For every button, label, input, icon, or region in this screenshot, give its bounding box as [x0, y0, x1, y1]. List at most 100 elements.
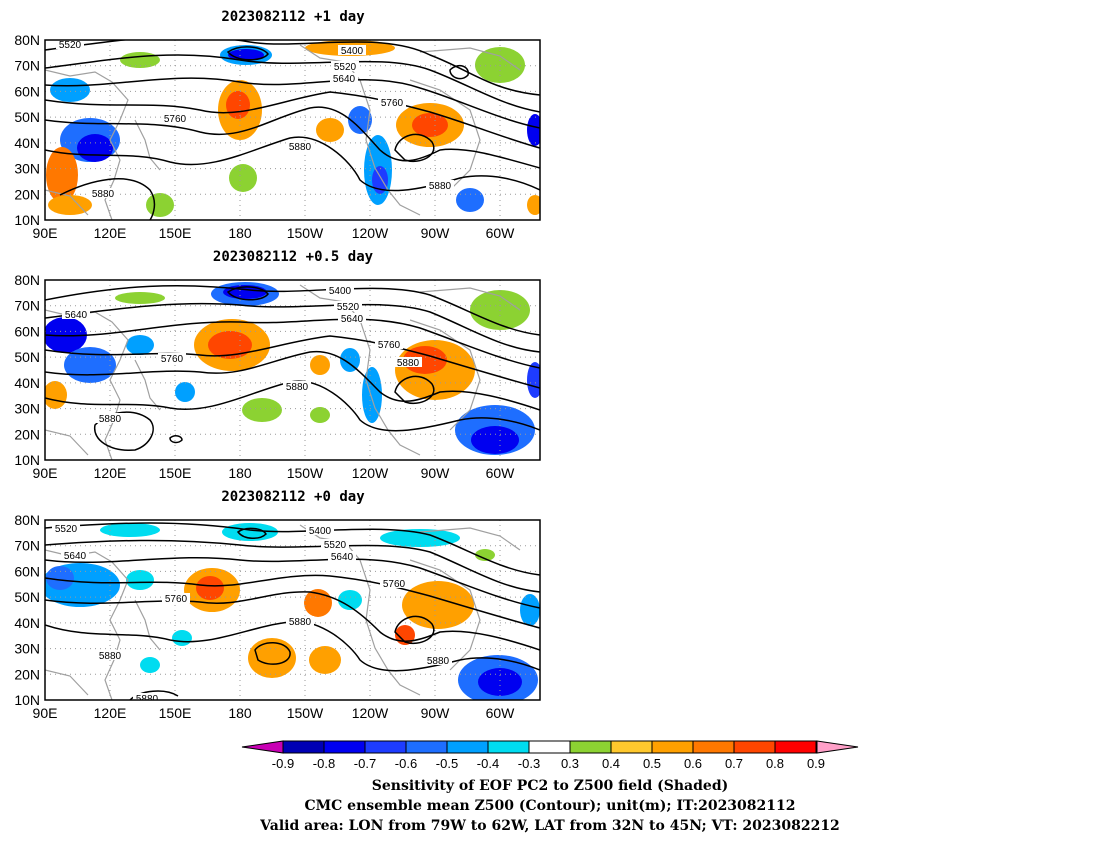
contour-label: 5640: [64, 551, 87, 562]
lon-tick: 120W: [352, 225, 389, 241]
lon-tick: 120W: [352, 465, 389, 481]
colorbar-label: -0.5: [436, 756, 458, 771]
lat-axis: 80N 70N 60N 50N 40N 30N 20N 10N: [14, 512, 40, 708]
contour-label: 5760: [165, 594, 188, 605]
colorbar-swatch: [446, 740, 489, 754]
panel-title: 2023082112 +1 day: [221, 9, 365, 25]
panel-title: 2023082112 +0 day: [221, 489, 365, 505]
contour-label: 5400: [309, 526, 332, 537]
contour-labels: 5640 5400 5520 5640 5760 5760 5880 5880 …: [62, 285, 422, 425]
contour-label: 5520: [334, 62, 357, 73]
contour-label: 5880: [289, 142, 312, 153]
lon-tick: 90W: [421, 465, 451, 481]
colorbar-swatch: [487, 740, 530, 754]
map-area: 5520 5400 5520 5640 5760 5760 5880 5880 …: [45, 40, 540, 220]
lat-tick: 70N: [14, 538, 40, 554]
contour-label: 5520: [337, 302, 360, 313]
lon-tick: 60W: [486, 225, 516, 241]
lon-tick: 180: [228, 465, 252, 481]
colorbar-label: 0.9: [807, 756, 825, 771]
lat-tick: 20N: [14, 186, 40, 202]
colorbar-label: 0.4: [602, 756, 620, 771]
colorbar-label: 0.3: [561, 756, 579, 771]
map-area: 5640 5400 5520 5640 5760 5760 5880 5880 …: [45, 280, 540, 460]
map-frame: [44, 39, 541, 221]
map-panel-2: 2023082112 +0.5 day: [14, 249, 541, 481]
colorbar: -0.9 -0.8 -0.7 -0.6 -0.5 -0.4 -0.3 0.3 0…: [241, 740, 859, 771]
contour-labels: 5520 5400 5520 5640 5760 5760 5880 5880 …: [56, 40, 454, 200]
lat-tick: 50N: [14, 109, 40, 125]
contour-label: 5640: [65, 310, 88, 321]
panel-title: 2023082112 +0.5 day: [213, 249, 374, 265]
z500-contours: [45, 40, 540, 220]
contour-label: 5760: [383, 579, 406, 590]
contour-label: 5520: [59, 40, 82, 51]
lon-tick: 120E: [94, 225, 127, 241]
contour-label: 5760: [378, 340, 401, 351]
colorbar-swatch: [651, 740, 694, 754]
lat-axis: 80N 70N 60N 50N 40N 30N 20N 10N: [14, 32, 40, 228]
lon-tick: 90W: [421, 705, 451, 721]
contour-label: 5520: [55, 524, 78, 535]
contour-label: 5880: [92, 189, 115, 200]
map-panel-1: 2023082112 +1 day: [14, 9, 541, 241]
colorbar-label: -0.6: [395, 756, 417, 771]
colorbar-swatch: [282, 740, 325, 754]
lon-tick: 60W: [486, 465, 516, 481]
lon-tick: 90E: [33, 705, 58, 721]
contour-label: 5760: [381, 98, 404, 109]
lat-tick: 60N: [14, 83, 40, 99]
colorbar-label: 0.6: [684, 756, 702, 771]
colorbar-label: -0.4: [477, 756, 499, 771]
map-frame: [44, 519, 541, 701]
lat-tick: 50N: [14, 589, 40, 605]
lat-tick: 10N: [14, 452, 40, 468]
lon-tick: 120W: [352, 705, 389, 721]
map-panel-3: 2023082112 +0 day: [14, 489, 541, 721]
colorbar-low-arrow: [241, 740, 284, 754]
colorbar-swatch: [692, 740, 735, 754]
contour-label: 5880: [99, 414, 122, 425]
colorbar-label: 0.7: [725, 756, 743, 771]
lon-axis: 90E 120E 150E 180 150W 120W 90W 60W: [33, 705, 516, 721]
z500-contours: [45, 284, 540, 451]
lon-tick: 90E: [33, 465, 58, 481]
colorbar-swatch: [323, 740, 366, 754]
lat-tick: 70N: [14, 298, 40, 314]
lon-tick: 150E: [159, 705, 192, 721]
caption-line-3: Valid area: LON from 79W to 62W, LAT fro…: [259, 818, 840, 834]
lon-tick: 120E: [94, 705, 127, 721]
lat-tick: 40N: [14, 615, 40, 631]
contour-label: 5640: [341, 314, 364, 325]
contour-label: 5880: [289, 617, 312, 628]
colorbar-label: -0.9: [272, 756, 294, 771]
coastlines: [45, 284, 521, 460]
lon-tick: 180: [228, 705, 252, 721]
colorbar-labels: -0.9 -0.8 -0.7 -0.6 -0.5 -0.4 -0.3 0.3 0…: [272, 756, 825, 771]
sensitivity-shading: [46, 40, 540, 217]
lat-tick: 50N: [14, 349, 40, 365]
contour-label: 5760: [164, 114, 187, 125]
colorbar-swatch: [733, 740, 776, 754]
contour-label: 5880: [136, 694, 159, 705]
contour-label: 5880: [397, 358, 420, 369]
lat-tick: 20N: [14, 426, 40, 442]
coastlines: [45, 44, 521, 220]
map-frame: [44, 279, 541, 461]
lon-tick: 90W: [421, 225, 451, 241]
colorbar-high-arrow: [816, 740, 859, 754]
lon-tick: 120E: [94, 465, 127, 481]
colorbar-swatch: [405, 740, 448, 754]
lat-axis: 80N 70N 60N 50N 40N 30N 20N 10N: [14, 272, 40, 468]
contour-label: 5880: [429, 181, 452, 192]
lon-tick: 150E: [159, 465, 192, 481]
contour-label: 5880: [286, 382, 309, 393]
lat-tick: 80N: [14, 32, 40, 48]
lon-tick: 180: [228, 225, 252, 241]
z500-contours: [45, 522, 540, 700]
caption-line-2: CMC ensemble mean Z500 (Contour); unit(m…: [305, 798, 796, 814]
lat-tick: 40N: [14, 135, 40, 151]
lon-tick: 150W: [287, 225, 324, 241]
colorbar-label: -0.3: [518, 756, 540, 771]
